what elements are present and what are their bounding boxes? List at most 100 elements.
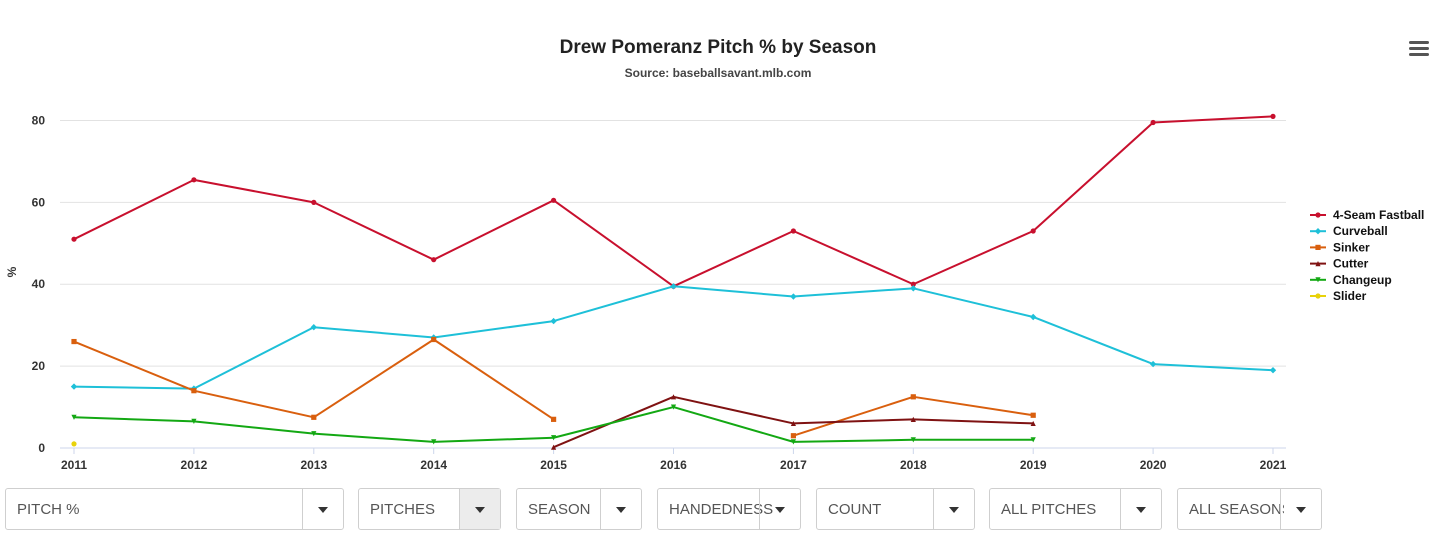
legend-item-changeup[interactable]: Changeup bbox=[1310, 273, 1392, 287]
legend-marker bbox=[1315, 277, 1321, 283]
legend-label: Changeup bbox=[1333, 273, 1392, 287]
y-tick-label: 80 bbox=[32, 113, 46, 127]
data-point-curveball bbox=[310, 324, 317, 331]
x-tick-label: 2013 bbox=[300, 458, 327, 472]
data-point-changeup bbox=[311, 431, 317, 437]
hamburger-menu-icon[interactable] bbox=[1406, 38, 1432, 62]
legend-item-sinker[interactable]: Sinker bbox=[1310, 240, 1370, 254]
count-dropdown[interactable]: COUNT bbox=[816, 488, 975, 530]
chevron-down-icon[interactable] bbox=[933, 489, 974, 529]
season-dropdown[interactable]: SEASON bbox=[516, 488, 642, 530]
stat-dropdown[interactable]: PITCH % bbox=[5, 488, 344, 530]
pitches-dropdown[interactable]: PITCHES bbox=[358, 488, 501, 530]
pitches-dropdown-label: PITCHES bbox=[370, 501, 436, 518]
chevron-down-icon[interactable] bbox=[759, 489, 800, 529]
data-point-sinker bbox=[431, 336, 437, 343]
legend-label: Slider bbox=[1333, 289, 1367, 303]
data-point-4-seam-fastball bbox=[71, 236, 77, 242]
x-tick-label: 2017 bbox=[780, 458, 807, 472]
x-tick-label: 2012 bbox=[181, 458, 208, 472]
legend[interactable]: 4-Seam Fastball Curveball Sinker Cutter Chan… bbox=[1310, 208, 1424, 303]
data-point-curveball bbox=[70, 383, 78, 390]
x-tick-label: 2011 bbox=[61, 458, 87, 472]
data-point-changeup bbox=[910, 437, 916, 443]
data-point-4-seam-fastball bbox=[191, 177, 197, 183]
legend-label: Sinker bbox=[1333, 240, 1370, 254]
legend-item-cutter[interactable]: Cutter bbox=[1310, 257, 1369, 271]
data-point-curveball bbox=[910, 285, 917, 292]
series-line-sinker bbox=[73, 338, 555, 421]
x-tick-label: 2021 bbox=[1260, 458, 1287, 472]
legend-marker bbox=[1315, 293, 1321, 299]
chart: Drew Pomeranz Pitch % by Season Source: … bbox=[5, 37, 1424, 472]
chevron-down-icon[interactable] bbox=[459, 489, 500, 529]
series-line-sinker bbox=[793, 395, 1034, 437]
legend-label: 4-Seam Fastball bbox=[1333, 208, 1424, 222]
data-point-changeup bbox=[71, 414, 77, 420]
data-point-4-seam-fastball bbox=[910, 281, 916, 287]
data-point-4-seam-fastball bbox=[1030, 228, 1036, 234]
data-point-curveball bbox=[790, 293, 797, 300]
series-changeup[interactable] bbox=[71, 404, 1036, 445]
chevron-down-icon[interactable] bbox=[1120, 489, 1161, 529]
x-tick-label: 2019 bbox=[1020, 458, 1047, 472]
pitch-type-dropdown[interactable]: ALL PITCHES bbox=[989, 488, 1162, 530]
season-dropdown-label: SEASON bbox=[528, 501, 591, 518]
data-point-cutter bbox=[670, 394, 677, 400]
chart-subtitle: Source: baseballsavant.mlb.com bbox=[625, 66, 812, 80]
data-point-4-seam-fastball bbox=[1270, 113, 1276, 119]
y-tick-label: 60 bbox=[32, 195, 46, 209]
data-point-4-seam-fastball bbox=[790, 228, 797, 234]
series-curveball[interactable] bbox=[70, 283, 1277, 392]
series-4-seam-fastball[interactable] bbox=[71, 113, 1276, 289]
data-point-changeup bbox=[1030, 437, 1036, 443]
legend-marker bbox=[1314, 228, 1322, 235]
series-slider[interactable] bbox=[71, 441, 77, 447]
series-cutter[interactable] bbox=[551, 394, 1036, 450]
data-point-sinker bbox=[311, 414, 317, 420]
chevron-down-icon[interactable] bbox=[302, 489, 343, 529]
y-axis-label: % bbox=[5, 266, 19, 277]
legend-marker bbox=[1315, 261, 1321, 267]
legend-label: Curveball bbox=[1333, 224, 1388, 238]
data-point-slider bbox=[71, 441, 77, 447]
data-point-changeup bbox=[431, 439, 437, 445]
data-point-sinker bbox=[910, 394, 916, 400]
data-point-sinker bbox=[790, 433, 796, 439]
series-line-curveball bbox=[73, 285, 1274, 390]
series-line-4-seam-fastball bbox=[73, 115, 1274, 288]
legend-item-slider[interactable]: Slider bbox=[1310, 289, 1367, 303]
data-point-curveball bbox=[1149, 360, 1157, 368]
data-point-changeup bbox=[670, 404, 677, 410]
handedness-dropdown-label: HANDEDNESS bbox=[669, 501, 774, 518]
data-point-sinker bbox=[551, 416, 557, 422]
legend-item-4-seam-fastball[interactable]: 4-Seam Fastball bbox=[1310, 208, 1424, 222]
y-tick-label: 20 bbox=[32, 359, 46, 373]
chevron-down-icon[interactable] bbox=[1280, 489, 1321, 529]
axes: 0 20 40 60 80 2011 2012 2013 2014 2015 2016 2017 201… bbox=[32, 113, 1287, 472]
legend-marker bbox=[1315, 244, 1321, 250]
data-point-curveball bbox=[1269, 367, 1277, 374]
data-point-4-seam-fastball bbox=[431, 257, 437, 263]
data-point-cutter bbox=[910, 416, 916, 422]
legend-item-curveball[interactable]: Curveball bbox=[1310, 224, 1388, 238]
y-tick-label: 0 bbox=[38, 441, 45, 455]
data-point-cutter bbox=[551, 444, 557, 450]
legend-label: Cutter bbox=[1333, 257, 1369, 271]
data-point-sinker bbox=[191, 388, 197, 394]
data-point-curveball bbox=[670, 283, 677, 290]
data-point-cutter bbox=[1030, 420, 1036, 427]
data-point-sinker bbox=[71, 338, 77, 345]
handedness-dropdown[interactable]: HANDEDNESS bbox=[657, 488, 801, 530]
data-point-sinker bbox=[1030, 412, 1036, 418]
data-point-cutter bbox=[790, 420, 796, 427]
x-tick-label: 2016 bbox=[660, 458, 687, 472]
chevron-down-icon[interactable] bbox=[600, 489, 641, 529]
pitch-type-dropdown-label: ALL PITCHES bbox=[1001, 501, 1097, 518]
data-point-curveball bbox=[1030, 313, 1037, 321]
data-point-changeup bbox=[551, 435, 557, 441]
all-seasons-dropdown-label: ALL SEASONS bbox=[1189, 501, 1284, 518]
series-group bbox=[70, 113, 1277, 450]
y-tick-label: 40 bbox=[32, 277, 46, 291]
all-seasons-dropdown[interactable]: ALL SEASONS bbox=[1177, 488, 1322, 530]
